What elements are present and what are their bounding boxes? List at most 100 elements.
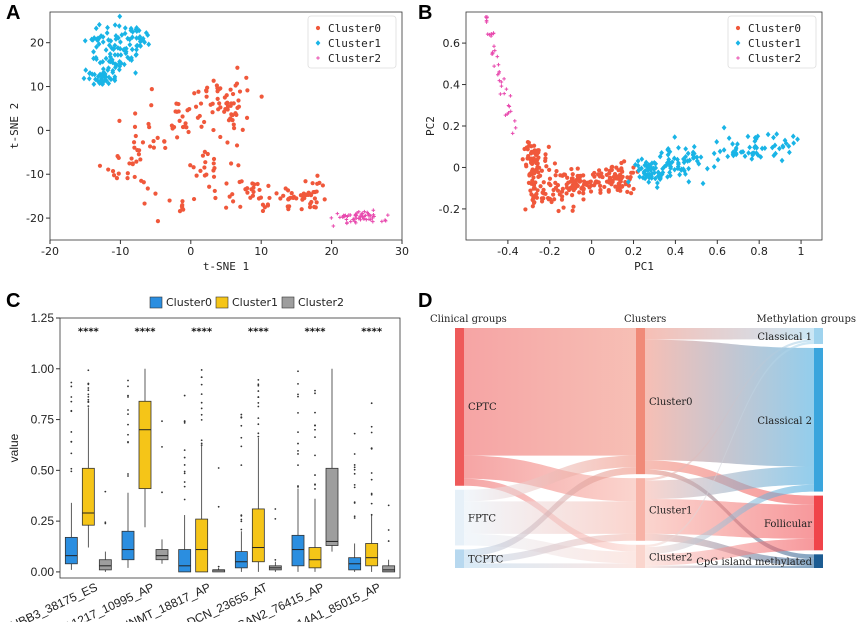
- data-point: [646, 179, 652, 185]
- data-point: [795, 136, 800, 143]
- sankey-link: [645, 341, 814, 548]
- outlier-point: [183, 472, 186, 475]
- data-point: [362, 216, 366, 221]
- y-tick-label: 0: [37, 124, 44, 137]
- data-point: [569, 193, 575, 198]
- data-point: [153, 191, 158, 196]
- x-tick-label: -0.4: [497, 245, 518, 258]
- x-tick-label: 10: [254, 245, 268, 258]
- data-point: [294, 196, 299, 201]
- data-point: [235, 65, 240, 70]
- legend-marker: [316, 56, 320, 60]
- data-point: [533, 180, 538, 185]
- sankey-link: [464, 328, 636, 456]
- data-point: [572, 184, 578, 189]
- data-point: [105, 24, 110, 31]
- data-point: [344, 217, 349, 222]
- data-point: [255, 181, 260, 187]
- data-point: [546, 144, 551, 149]
- box: [325, 467, 339, 546]
- outlier-point: [297, 453, 299, 455]
- data-point: [83, 67, 89, 73]
- legend-swatch: [215, 296, 229, 309]
- data-point: [582, 179, 587, 184]
- sankey-node-label: CPTC: [468, 402, 497, 413]
- data-point: [89, 36, 95, 43]
- data-point: [549, 199, 554, 205]
- data-point: [183, 121, 188, 126]
- data-point: [619, 166, 624, 171]
- data-point: [690, 155, 696, 161]
- data-point: [211, 127, 216, 133]
- x-axis-label: t-SNE 1: [203, 260, 249, 273]
- data-point: [639, 165, 644, 172]
- outlier-point: [161, 420, 163, 423]
- data-point: [560, 186, 565, 191]
- data-point: [371, 208, 376, 213]
- outlier-point: [183, 394, 186, 397]
- x-tick-label: 30: [395, 245, 409, 258]
- outlier-point: [297, 412, 299, 414]
- outlier-point: [87, 387, 90, 389]
- data-point: [759, 145, 765, 152]
- data-point: [233, 111, 238, 116]
- data-point: [491, 31, 496, 36]
- data-point: [604, 167, 609, 172]
- data-point: [224, 205, 229, 210]
- data-point: [552, 161, 558, 166]
- data-point: [358, 217, 363, 222]
- outlier-point: [87, 398, 90, 401]
- outlier-point: [257, 435, 260, 438]
- data-point: [565, 175, 570, 180]
- data-point: [596, 168, 602, 173]
- data-point: [285, 188, 291, 193]
- y-tick-label: 20: [30, 37, 44, 50]
- data-point: [198, 101, 204, 106]
- data-point: [238, 204, 243, 209]
- legend-box: [307, 15, 397, 69]
- data-point: [230, 91, 236, 97]
- data-point: [174, 109, 179, 114]
- outlier-point: [257, 417, 260, 420]
- data-point: [267, 195, 272, 201]
- outlier-point: [274, 558, 277, 561]
- data-point: [676, 161, 681, 168]
- data-point: [681, 168, 687, 174]
- data-point: [758, 154, 764, 160]
- data-point: [113, 64, 118, 71]
- outlier-point: [127, 394, 129, 397]
- data-point: [539, 196, 544, 201]
- outlier-point: [70, 409, 73, 412]
- data-point: [87, 70, 92, 77]
- data-point: [545, 196, 551, 201]
- data-point: [212, 188, 217, 194]
- data-point: [631, 186, 636, 192]
- outlier-point: [200, 442, 203, 445]
- data-point: [616, 182, 621, 187]
- data-point: [99, 78, 105, 84]
- y-tick-label: 1.00: [31, 362, 55, 376]
- data-point: [714, 139, 720, 145]
- legend-label: Cluster2: [298, 296, 344, 309]
- data-point: [202, 165, 207, 170]
- outlier-point: [183, 464, 186, 466]
- data-point: [308, 201, 313, 206]
- data-point: [303, 192, 308, 197]
- data-point: [205, 151, 210, 157]
- data-point: [749, 156, 755, 162]
- outlier-point: [240, 436, 243, 439]
- data-point: [111, 173, 117, 178]
- outlier-point: [70, 385, 73, 388]
- data-point: [355, 211, 359, 215]
- sankey-node: [636, 478, 645, 541]
- data-point: [119, 32, 125, 38]
- data-point: [561, 205, 566, 210]
- data-point: [145, 186, 150, 191]
- panel-label-a: A: [6, 2, 21, 24]
- sankey-node: [455, 549, 464, 568]
- data-point: [146, 41, 152, 48]
- data-point: [698, 154, 704, 160]
- outlier-point: [274, 517, 277, 520]
- data-point: [245, 186, 250, 191]
- outlier-point: [161, 446, 163, 448]
